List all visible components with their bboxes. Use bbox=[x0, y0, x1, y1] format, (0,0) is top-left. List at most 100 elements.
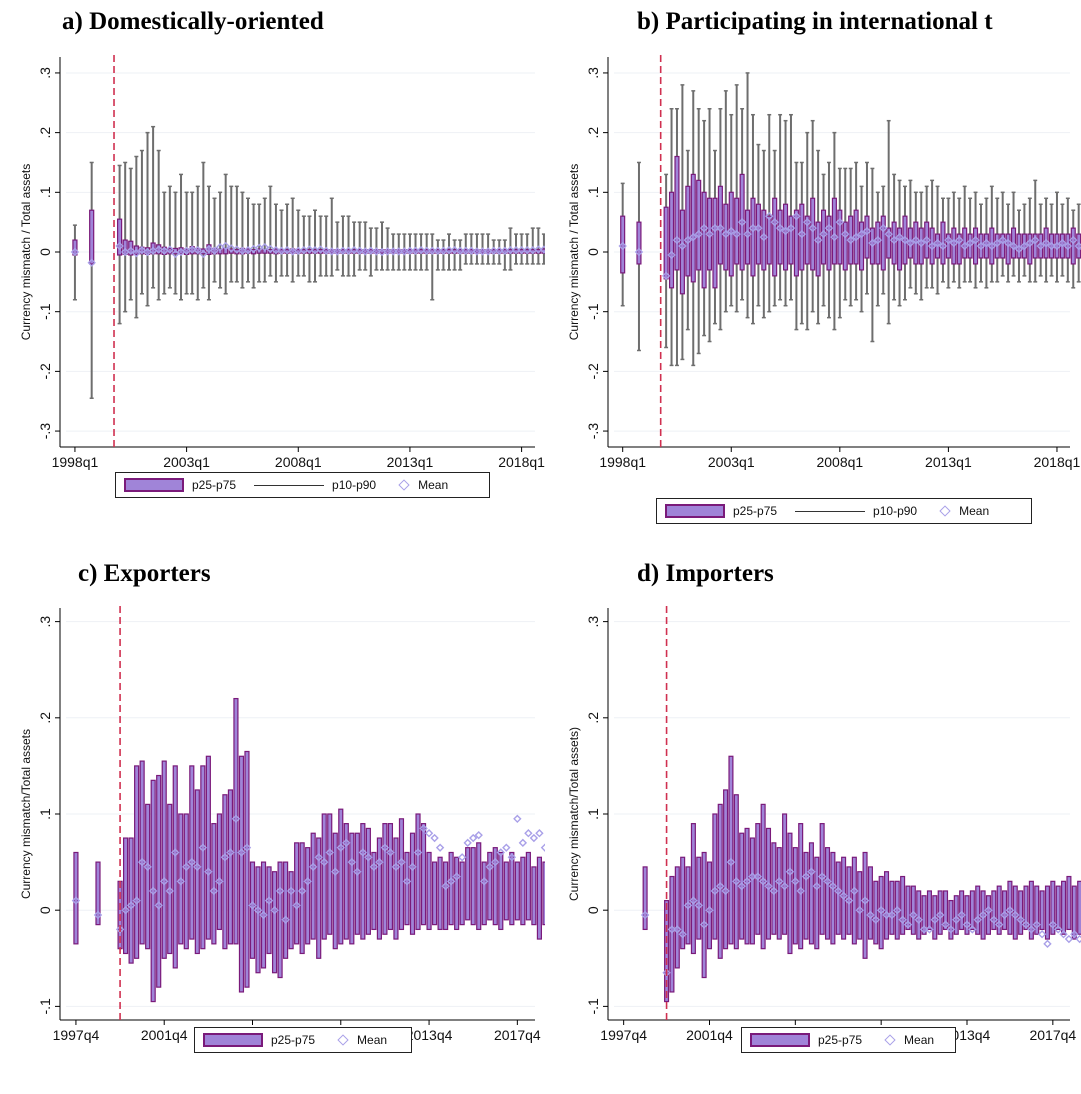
mean-marker bbox=[491, 857, 500, 867]
mean-marker bbox=[866, 910, 875, 920]
iqr-box bbox=[810, 197, 816, 271]
mean-marker bbox=[338, 246, 348, 255]
iqr-box bbox=[470, 847, 476, 926]
mean-marker bbox=[887, 910, 897, 920]
y-tick-label: -.1 bbox=[585, 303, 601, 320]
mean-marker bbox=[1005, 906, 1015, 915]
mean-marker bbox=[962, 920, 972, 929]
y-tick-label: .3 bbox=[37, 616, 53, 628]
mean-marker bbox=[320, 857, 329, 867]
iqr-box bbox=[701, 191, 707, 289]
iqr-box bbox=[804, 215, 810, 265]
y-tick-label: -.1 bbox=[37, 303, 53, 320]
iqr-box bbox=[404, 851, 410, 926]
x-tick-label: 2003q1 bbox=[708, 454, 755, 470]
mean-marker bbox=[227, 244, 236, 253]
mean-marker bbox=[844, 896, 854, 905]
iqr-box bbox=[857, 871, 863, 940]
mean-marker bbox=[726, 857, 736, 867]
mean-marker bbox=[539, 245, 545, 254]
legend-box-swatch bbox=[750, 1033, 810, 1047]
iqr-box bbox=[409, 832, 416, 935]
mean-marker bbox=[808, 223, 817, 233]
mean-marker bbox=[689, 896, 698, 905]
mean-marker bbox=[160, 877, 169, 886]
mean-marker bbox=[455, 246, 465, 255]
y-tick-label: 0 bbox=[585, 248, 601, 256]
iqr-box bbox=[525, 851, 531, 921]
legend-d: p25-p75 Mean bbox=[741, 1027, 956, 1053]
mean-marker bbox=[812, 881, 821, 891]
mean-marker bbox=[485, 862, 494, 872]
iqr-box bbox=[798, 823, 804, 950]
y-tick-label: .1 bbox=[37, 186, 53, 198]
iqr-box bbox=[167, 803, 173, 955]
mean-marker bbox=[882, 910, 891, 920]
iqr-box bbox=[283, 861, 289, 959]
mean-marker bbox=[132, 896, 141, 905]
iqr-box bbox=[338, 808, 344, 945]
iqr-box bbox=[514, 861, 520, 921]
iqr-box bbox=[814, 856, 820, 950]
mean-marker bbox=[489, 246, 498, 255]
mean-marker bbox=[121, 906, 130, 915]
iqr-box bbox=[776, 847, 782, 940]
mean-marker bbox=[1041, 238, 1051, 248]
mean-marker bbox=[978, 910, 988, 920]
y-tick-label: 0 bbox=[37, 906, 53, 914]
mean-marker bbox=[402, 877, 412, 886]
mean-marker bbox=[919, 925, 929, 934]
mean-marker bbox=[452, 872, 461, 881]
iqr-box bbox=[509, 851, 515, 926]
iqr-box bbox=[674, 866, 680, 969]
mean-marker bbox=[716, 881, 725, 891]
iqr-box bbox=[723, 789, 729, 950]
mean-marker bbox=[893, 906, 902, 915]
mean-marker bbox=[446, 877, 456, 886]
iqr-box bbox=[680, 856, 686, 950]
mean-marker bbox=[876, 906, 886, 915]
mean-marker bbox=[909, 910, 918, 920]
mean-marker bbox=[193, 246, 202, 255]
mean-marker bbox=[424, 829, 434, 838]
mean-marker bbox=[925, 925, 934, 934]
mean-marker bbox=[193, 862, 202, 872]
iqr-box bbox=[782, 813, 788, 935]
mean-marker bbox=[618, 241, 627, 251]
mean-marker bbox=[721, 886, 730, 896]
mean-marker bbox=[1048, 920, 1058, 929]
mean-marker bbox=[1052, 241, 1062, 251]
iqr-box bbox=[867, 866, 873, 940]
mean-marker bbox=[375, 857, 384, 867]
mean-marker bbox=[900, 235, 910, 245]
mean-marker bbox=[413, 848, 423, 857]
iqr-box bbox=[1021, 233, 1027, 259]
iqr-box bbox=[122, 239, 128, 255]
mean-marker bbox=[383, 247, 392, 256]
mean-marker bbox=[303, 877, 312, 886]
legend-mean-marker bbox=[939, 505, 951, 517]
mean-marker bbox=[903, 920, 913, 929]
iqr-box bbox=[792, 847, 798, 945]
mean-marker bbox=[282, 246, 292, 255]
chart-panel-c: -.10.1.2.31997q42001q42005q42009q42013q4… bbox=[0, 590, 545, 1094]
panel-c-title: c) Exporters bbox=[78, 560, 211, 587]
mean-marker bbox=[408, 862, 417, 872]
iqr-box bbox=[354, 832, 360, 935]
iqr-box bbox=[150, 779, 156, 1003]
mean-marker bbox=[914, 915, 923, 924]
iqr-box bbox=[975, 885, 981, 935]
legend-box-label: p25-p75 bbox=[192, 478, 237, 492]
mean-marker bbox=[1054, 925, 1063, 934]
y-tick-label: .3 bbox=[585, 67, 601, 79]
iqr-box bbox=[200, 765, 206, 950]
mean-marker bbox=[737, 217, 747, 227]
y-tick-label: 0 bbox=[37, 248, 53, 256]
iqr-box bbox=[690, 173, 696, 283]
mean-marker bbox=[391, 862, 401, 872]
mean-marker bbox=[949, 238, 959, 248]
mean-marker bbox=[879, 223, 888, 233]
iqr-box bbox=[862, 851, 868, 959]
iqr-box bbox=[465, 847, 471, 921]
iqr-box bbox=[420, 823, 427, 926]
